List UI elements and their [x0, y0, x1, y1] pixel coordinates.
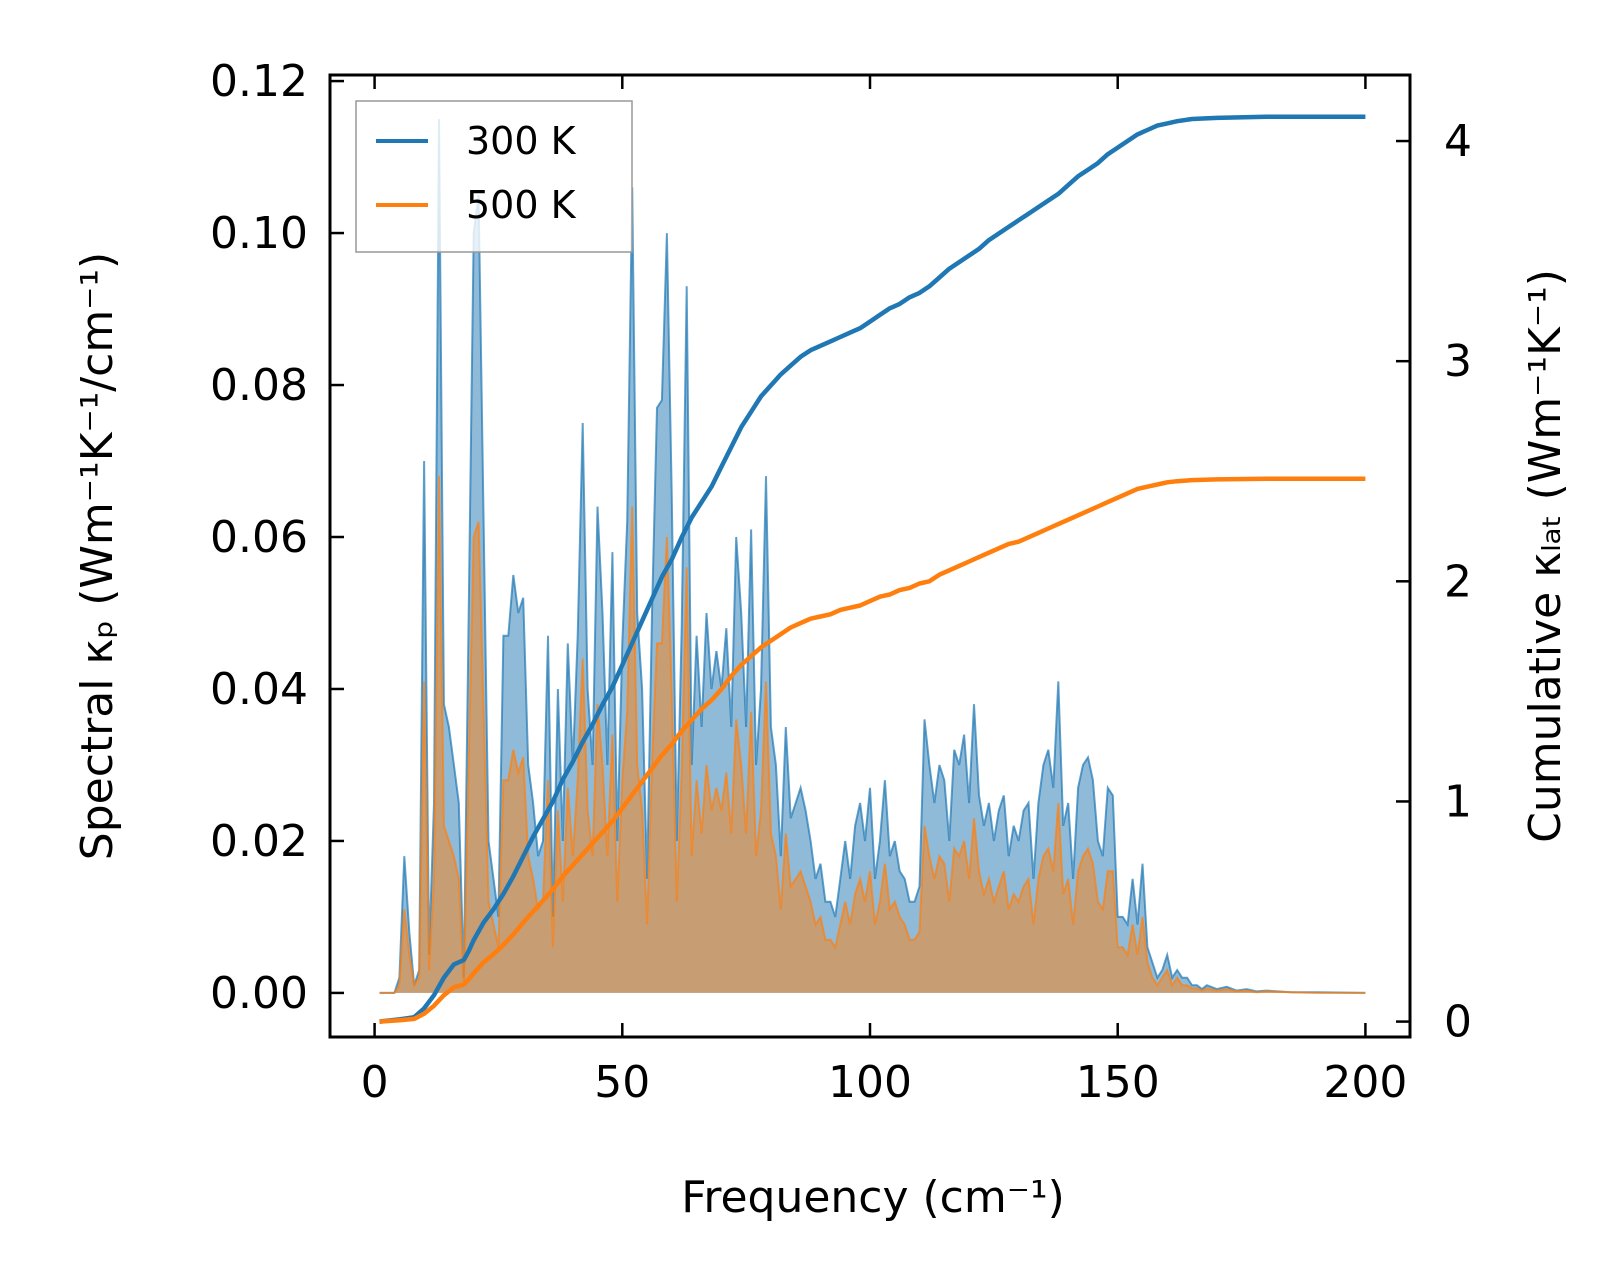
legend-box — [355, 100, 633, 253]
y-left-tick-label: 0.06 — [210, 512, 308, 563]
y-right-tick-label: 3 — [1444, 336, 1472, 387]
x-tick-label: 0 — [361, 1057, 389, 1108]
y-left-tick-label: 0.04 — [210, 664, 308, 715]
x-tick-label: 150 — [1076, 1057, 1160, 1108]
spectral-area-500k — [379, 476, 1366, 993]
y-left-tick-label: 0.02 — [210, 816, 308, 867]
y-right-tick-label: 0 — [1444, 997, 1472, 1048]
legend: 300 K 500 K — [355, 100, 633, 253]
tick-layer: 0 50 100 150 200 0.00 0.02 0.04 0.06 0.08 0.10 0.12… — [210, 56, 1472, 1108]
legend-label-300k: 300 K — [466, 119, 577, 163]
cumulative-line-500k — [379, 476, 1366, 1024]
y-right-tick-label: 4 — [1444, 116, 1472, 167]
x-axis-label: Frequency (cm⁻¹) — [681, 1172, 1065, 1223]
y-left-tick-label: 0.00 — [210, 968, 308, 1019]
y-left-tick-label: 0.12 — [210, 56, 308, 107]
plot-frame — [328, 73, 1412, 1039]
y-left-tick-label: 0.10 — [210, 208, 308, 259]
y-right-tick-label: 1 — [1444, 776, 1472, 827]
y-axis-right-label: Cumulative κₗₐₜ (Wm⁻¹K⁻¹) — [1520, 269, 1571, 843]
cumulative-line-300k — [379, 114, 1366, 1024]
x-tick-label: 50 — [594, 1057, 650, 1108]
x-tick-label: 100 — [828, 1057, 912, 1108]
y-axis-left-label: Spectral κₚ (Wm⁻¹K⁻¹/cm⁻¹) — [72, 252, 123, 860]
legend-label-500k: 500 K — [466, 183, 577, 227]
spectral-line-300k — [379, 119, 1366, 994]
spectral-line-500k — [379, 476, 1366, 994]
x-tick-label: 200 — [1323, 1057, 1407, 1108]
area-layer — [379, 119, 1366, 994]
curve-layer — [379, 114, 1366, 1024]
y-right-tick-label: 2 — [1444, 556, 1472, 607]
y-left-tick-label: 0.08 — [210, 360, 308, 411]
